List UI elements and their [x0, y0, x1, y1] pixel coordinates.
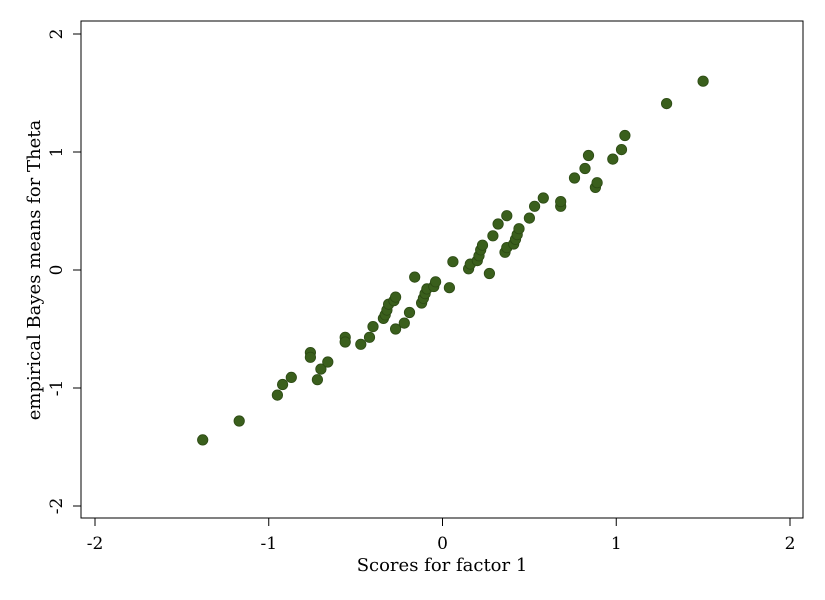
data-point: [403, 306, 416, 319]
data-point: [389, 323, 402, 335]
data-point: [492, 218, 504, 230]
data-point: [579, 162, 591, 175]
y-axis: -2 -1 0 1 2: [47, 29, 81, 515]
y-tick-label: 1: [47, 147, 67, 158]
data-point: [339, 336, 351, 348]
data-point: [619, 129, 631, 142]
data-point: [513, 223, 525, 235]
data-points: [197, 75, 709, 446]
data-point: [591, 177, 603, 189]
data-point: [568, 172, 581, 184]
data-point: [322, 356, 334, 368]
data-point: [555, 196, 567, 208]
data-point: [233, 415, 245, 427]
x-tick-label: -1: [260, 534, 277, 554]
data-point: [363, 331, 376, 343]
data-point: [389, 291, 402, 303]
data-point: [398, 317, 410, 329]
data-point: [271, 389, 283, 401]
x-axis-title: Scores for factor 1: [357, 555, 528, 576]
x-tick-label: 1: [611, 534, 622, 554]
data-point: [537, 192, 549, 204]
y-tick-label: 0: [47, 265, 67, 276]
x-tick-label: -2: [87, 534, 104, 554]
data-point: [476, 239, 489, 251]
y-axis-title: empirical Bayes means for Theta: [24, 120, 45, 421]
data-point: [660, 98, 673, 110]
data-point: [276, 378, 289, 391]
y-tick-label: -1: [47, 380, 67, 397]
data-point: [285, 371, 297, 383]
x-tick-label: 0: [437, 534, 448, 554]
data-point: [501, 210, 513, 222]
data-point: [487, 230, 499, 242]
data-point: [443, 282, 455, 294]
data-point: [367, 320, 379, 333]
data-point: [615, 144, 628, 156]
data-point: [311, 374, 323, 386]
data-point: [528, 200, 541, 212]
y-tick-label: -2: [47, 498, 67, 515]
data-point: [582, 149, 595, 162]
data-point: [429, 276, 442, 288]
data-point: [304, 351, 316, 363]
data-point: [447, 256, 459, 268]
data-point: [697, 75, 709, 87]
y-tick-label: 2: [47, 29, 67, 40]
data-point: [355, 338, 367, 350]
x-axis: -2 -1 0 1 2: [87, 518, 796, 554]
data-point: [315, 363, 327, 375]
data-point: [607, 153, 619, 165]
data-point: [409, 271, 421, 283]
data-point: [483, 267, 495, 280]
data-point: [523, 212, 536, 224]
plot-frame: [80, 20, 804, 519]
x-tick-label: 2: [785, 534, 796, 554]
data-point: [197, 434, 209, 446]
